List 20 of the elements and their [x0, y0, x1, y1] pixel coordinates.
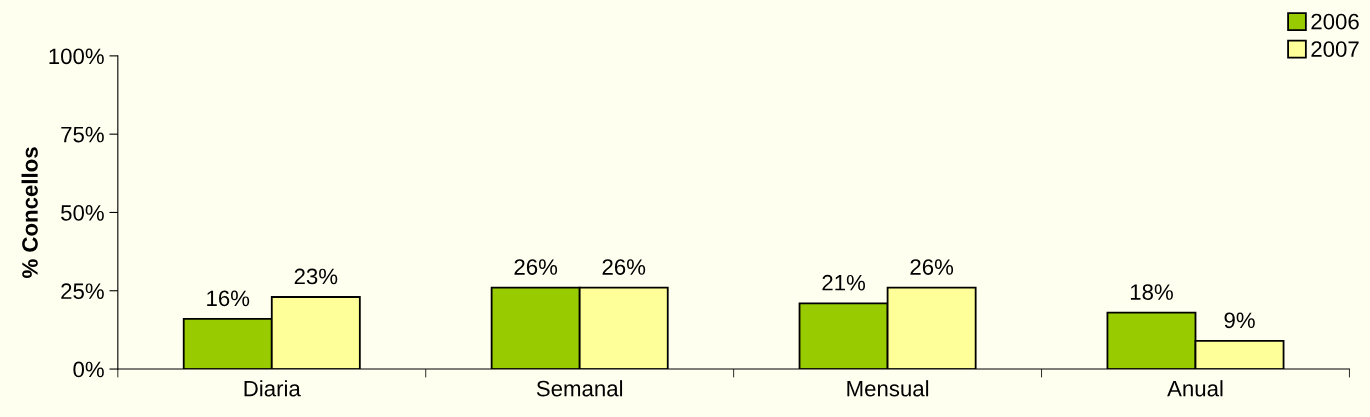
data-label: 26%: [602, 259, 646, 275]
data-label: 18%: [1130, 284, 1173, 300]
x-tick-label: Semanal: [536, 380, 623, 397]
data-label: 21%: [822, 274, 866, 291]
y-tick-label: 100%: [49, 48, 104, 65]
x-tick-label: Mensual: [847, 380, 929, 397]
y-tick-label: 75%: [61, 126, 104, 143]
y-tick-label: 50%: [61, 205, 104, 221]
data-label: 16%: [207, 290, 250, 307]
data-label: 23%: [294, 268, 338, 285]
y-tick-label: 0%: [73, 361, 104, 378]
data-label: 26%: [910, 259, 954, 275]
data-label: 9%: [1224, 312, 1255, 329]
y-tick-label: 25%: [61, 283, 104, 300]
x-tick-label: Anual: [1167, 380, 1223, 397]
legend-label: 2007: [1311, 41, 1359, 57]
y-axis-title: % Concellos: [21, 147, 38, 278]
legend-label: 2006: [1311, 13, 1359, 30]
data-label: 26%: [514, 259, 558, 275]
x-tick-label: Diaria: [244, 380, 301, 397]
